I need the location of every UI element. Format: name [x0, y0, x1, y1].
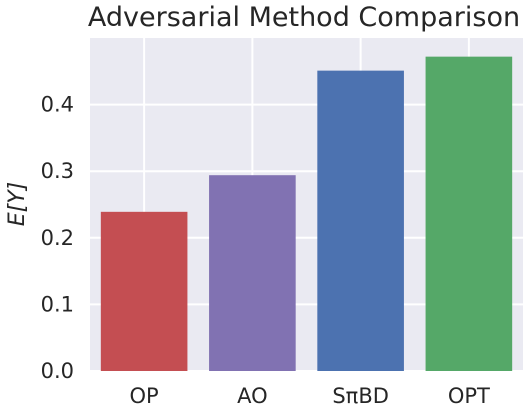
bars — [100, 56, 513, 371]
y-tick-label: 0.1 — [41, 292, 74, 316]
x-tick-label: AO — [237, 384, 268, 408]
bar-op — [100, 211, 188, 371]
y-tick-label: 0.4 — [41, 93, 74, 117]
y-tick-label: 0.2 — [41, 226, 74, 250]
x-tick-labels: OP AO SπBD OPT — [130, 384, 491, 408]
bar-ao — [209, 175, 296, 371]
bar-opt — [425, 56, 513, 371]
y-tick-labels: 0.0 0.1 0.2 0.3 0.4 — [41, 93, 74, 383]
x-tick-label: SπBD — [332, 384, 389, 408]
y-tick-label: 0.3 — [41, 159, 74, 183]
x-tick-label: OP — [130, 384, 159, 408]
bar-s-bd — [317, 70, 404, 371]
y-tick-label: 0.0 — [41, 359, 74, 383]
chart-title: Adversarial Method Comparison — [88, 2, 520, 33]
x-tick-label: OPT — [448, 384, 490, 408]
y-axis-label: E[Y] — [5, 182, 30, 227]
